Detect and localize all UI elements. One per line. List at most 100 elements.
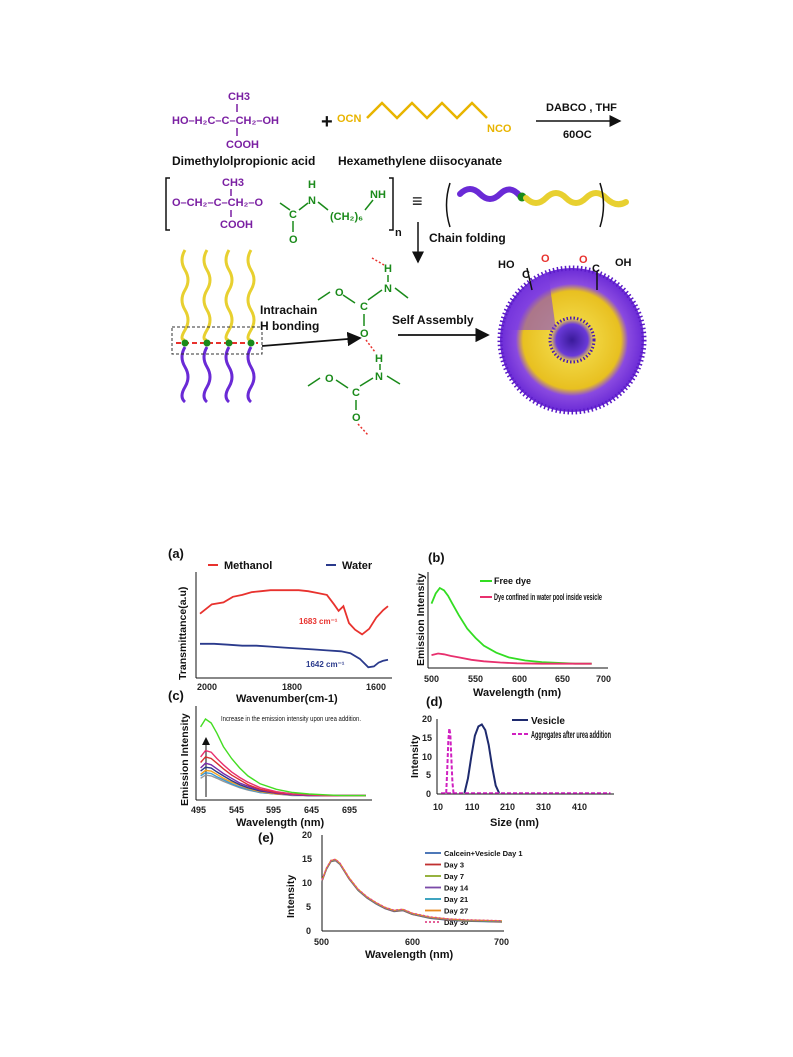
panel-a-series-1 xyxy=(200,642,389,669)
panel-e-series-6 xyxy=(321,858,503,922)
reactant2-right: NCO xyxy=(487,123,512,135)
panel-a-xlabel: Wavenumber(cm-1) xyxy=(236,693,338,705)
panel-a-series-0 xyxy=(199,589,389,636)
svg-text:C: C xyxy=(522,269,530,281)
reactant1-ch3: CH3 xyxy=(228,91,250,103)
equivalence-sign: ≡ xyxy=(412,191,423,211)
conditions-bottom: 60OC xyxy=(563,129,592,141)
panel-e-xtick-0: 500 xyxy=(314,937,329,947)
panel-e-ytick-2: 10 xyxy=(302,878,312,888)
panel-c: (c) Emission Intensity Wavelength (nm) 4… xyxy=(168,688,372,829)
panel-b-xtick-2: 600 xyxy=(512,674,527,684)
reactant2-chain xyxy=(366,101,488,120)
panel-b-ylabel: Emission Intensity xyxy=(415,573,427,666)
panel-d-xtick-4: 410 xyxy=(572,802,587,812)
panel-e-xtick-1: 600 xyxy=(405,937,420,947)
panel-b-xtick-1: 550 xyxy=(468,674,483,684)
svg-text:H: H xyxy=(375,353,383,365)
panel-e-ytick-1: 5 xyxy=(306,902,311,912)
panel-e-xlabel: Wavelength (nm) xyxy=(365,949,454,961)
panel-d-legend-aggregates: Aggregates after urea addition xyxy=(531,730,611,741)
panel-e-series-5 xyxy=(321,858,503,922)
svg-text:C: C xyxy=(360,301,368,313)
panel-a-legend-water: Water xyxy=(342,560,373,572)
folded-chains xyxy=(171,249,263,404)
panel-b-series-1 xyxy=(431,652,592,665)
panel-d-series-1 xyxy=(445,728,455,794)
panel-c-series-6 xyxy=(200,749,366,797)
panel-a-legend-methanol: Methanol xyxy=(224,560,272,572)
panel-a: (a) Methanol Water Transmittance(a.u) Wa… xyxy=(168,546,392,705)
cartoon-yellow-segment xyxy=(523,190,629,208)
panel-d-ytick-2: 10 xyxy=(422,752,432,762)
svg-text:OH: OH xyxy=(615,257,632,269)
panel-a-ylabel: Transmittance(a.u) xyxy=(177,587,189,680)
polymer-ch3: CH3 xyxy=(222,177,244,189)
conditions-top: DABCO , THF xyxy=(546,102,617,114)
panel-c-xtick-0: 495 xyxy=(191,805,206,815)
panel-e-legend-label-2: Day 7 xyxy=(444,872,464,881)
plus-sign: + xyxy=(321,111,333,133)
svg-text:O: O xyxy=(579,254,588,266)
panel-a-xtick-0: 2000 xyxy=(197,682,217,692)
svg-text:H: H xyxy=(384,263,392,275)
reactant1-name: Dimethylolpropionic acid xyxy=(172,154,315,168)
vesicle-illustration: C HO O C O OH xyxy=(497,253,647,415)
panel-c-label: (c) xyxy=(168,688,184,703)
panel-e-label: (e) xyxy=(258,830,274,845)
polymer-cooh: COOH xyxy=(220,219,253,231)
self-assembly-label: Self Assembly xyxy=(392,313,474,327)
panel-d-ytick-0: 0 xyxy=(426,789,431,799)
svg-text:N: N xyxy=(384,283,392,295)
panel-a-label: (a) xyxy=(168,546,184,561)
panel-e-legend-label-5: Day 27 xyxy=(444,907,468,916)
cartoon-purple-segment xyxy=(457,186,523,202)
panel-d-ylabel: Intensity xyxy=(409,735,421,778)
reactant1-formula: HO–H₂C–C–CH₂–OH xyxy=(172,115,279,127)
panel-b-legend-confined: Dye confined in water pool inside vesicl… xyxy=(494,592,602,602)
panel-e-legend-label-4: Day 21 xyxy=(444,895,468,904)
panel-e-legend-label-1: Day 3 xyxy=(444,861,464,870)
panel-e-xtick-2: 700 xyxy=(494,937,509,947)
svg-text:HO: HO xyxy=(498,259,515,271)
panel-b-legend-free-dye: Free dye xyxy=(494,576,531,586)
panel-e-ytick-3: 15 xyxy=(302,854,312,864)
panel-d-xtick-1: 110 xyxy=(465,802,480,812)
panel-d-legend-vesicle: Vesicle xyxy=(531,716,565,727)
reactant1-cooh: COOH xyxy=(226,139,259,151)
svg-text:O: O xyxy=(360,328,369,340)
svg-text:C: C xyxy=(352,387,360,399)
panel-d-ytick-1: 5 xyxy=(426,770,431,780)
polymer-main: O–CH₂–C–CH₂–O xyxy=(172,197,264,209)
panel-e-ytick-0: 0 xyxy=(306,926,311,936)
panel-b-series-0 xyxy=(430,586,592,665)
panel-d-ytick-4: 20 xyxy=(422,714,432,724)
panel-d-label: (d) xyxy=(426,694,443,709)
panel-d-xtick-2: 210 xyxy=(500,802,515,812)
polymer-nh: NH xyxy=(370,189,386,201)
polymer-carbonyl-c: C xyxy=(289,209,297,221)
panel-a-annot-1683: 1683 cm⁻¹ xyxy=(299,617,338,626)
polymer-carbonyl-o: O xyxy=(289,234,298,246)
h-bonding-arrow xyxy=(261,331,362,347)
panel-c-ylabel: Emission Intensity xyxy=(179,713,191,806)
svg-text:O: O xyxy=(325,373,334,385)
h-bonding-label-2: H bonding xyxy=(260,319,319,333)
chain-folding-label: Chain folding xyxy=(429,231,506,245)
panel-d-xtick-3: 310 xyxy=(536,802,551,812)
panel-c-note: Increase in the emission intensity upon … xyxy=(221,714,361,723)
reactant2-left: OCN xyxy=(337,113,362,125)
panel-c-series-7 xyxy=(200,718,366,797)
panel-d-series-0 xyxy=(463,723,501,794)
panel-c-xtick-2: 595 xyxy=(266,805,281,815)
panel-e-series-3 xyxy=(321,859,503,923)
panel-b-xtick-0: 500 xyxy=(424,674,439,684)
h-bonding-label-1: Intrachain xyxy=(260,303,317,317)
svg-text:C: C xyxy=(592,263,600,275)
polymer-n-subscript: n xyxy=(395,227,402,239)
svg-text:N: N xyxy=(375,371,383,383)
polymer-n: N xyxy=(308,195,316,207)
polymer-ch2n: (CH₂)₆ xyxy=(330,211,363,223)
panel-e-legend-label-0: Calcein+Vesicle Day 1 xyxy=(444,849,523,858)
panel-e-ylabel: Intensity xyxy=(285,875,297,918)
